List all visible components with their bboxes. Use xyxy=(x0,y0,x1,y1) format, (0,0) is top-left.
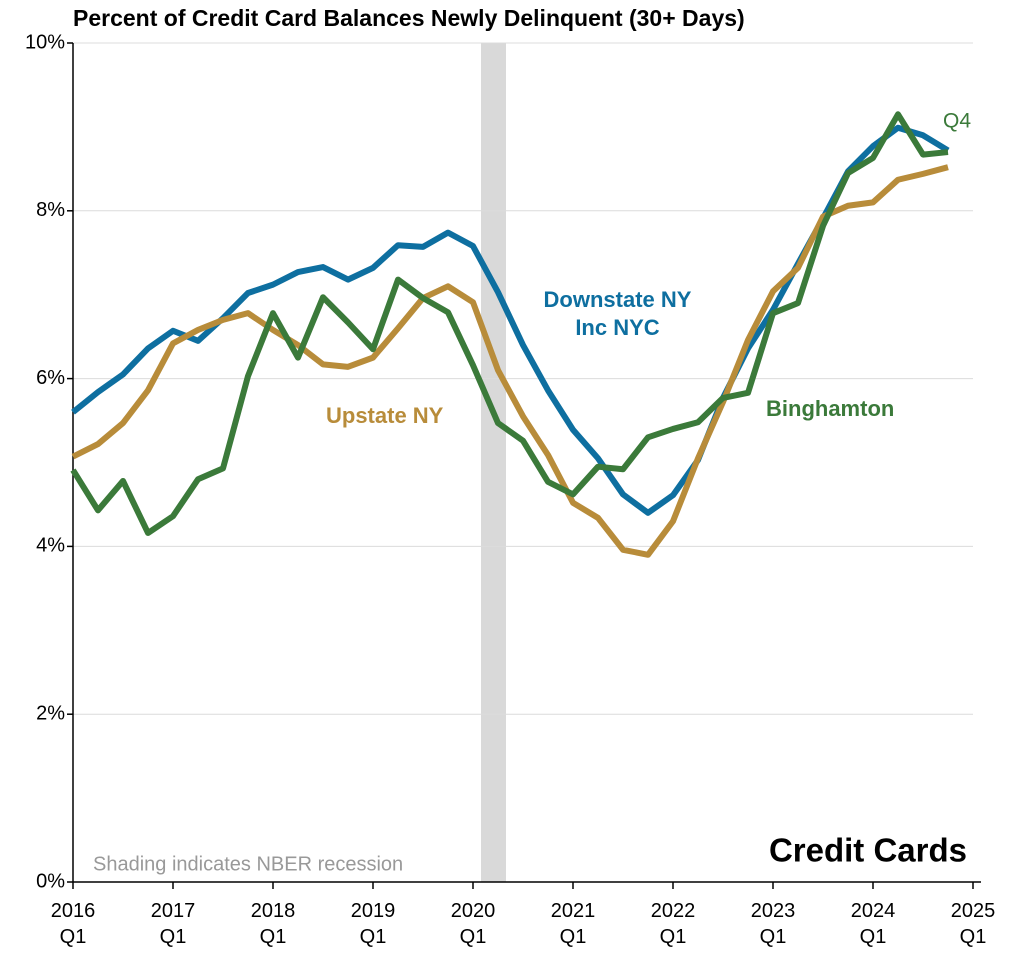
x-tick-label: 2021 Q1 xyxy=(550,900,596,948)
recession-note: Shading indicates NBER recession xyxy=(93,853,403,875)
series-label: Downstate NY Inc NYC xyxy=(543,287,692,340)
x-tick-label: 2019 Q1 xyxy=(350,900,396,948)
y-tick-label: 8% xyxy=(36,199,65,221)
x-tick-label: 2016 Q1 xyxy=(50,900,96,948)
series-label: Upstate NY xyxy=(326,403,444,428)
y-tick-label: 10% xyxy=(25,31,65,53)
x-tick-label: 2025 Q1 xyxy=(950,900,996,948)
y-tick-label: 4% xyxy=(36,535,65,557)
x-tick-label: 2018 Q1 xyxy=(250,900,296,948)
series-line xyxy=(70,111,949,536)
y-tick-label: 6% xyxy=(36,367,65,389)
x-tick-label: 2024 Q1 xyxy=(850,900,896,948)
y-tick-label: 0% xyxy=(36,870,65,892)
series-line xyxy=(71,124,950,516)
x-tick-label: 2020 Q1 xyxy=(450,900,496,948)
y-tick-label: 2% xyxy=(36,702,65,724)
x-tick-label: 2017 Q1 xyxy=(150,900,196,948)
series-label: Binghamton xyxy=(766,396,895,421)
recession-shade xyxy=(481,43,506,882)
latest-label: Q4 xyxy=(943,110,971,133)
chart-title: Percent of Credit Card Balances Newly De… xyxy=(73,5,745,31)
x-tick-label: 2022 Q1 xyxy=(650,900,696,948)
x-tick-label: 2023 Q1 xyxy=(750,900,796,948)
series-line xyxy=(71,164,949,558)
panel-label: Credit Cards xyxy=(769,832,967,869)
